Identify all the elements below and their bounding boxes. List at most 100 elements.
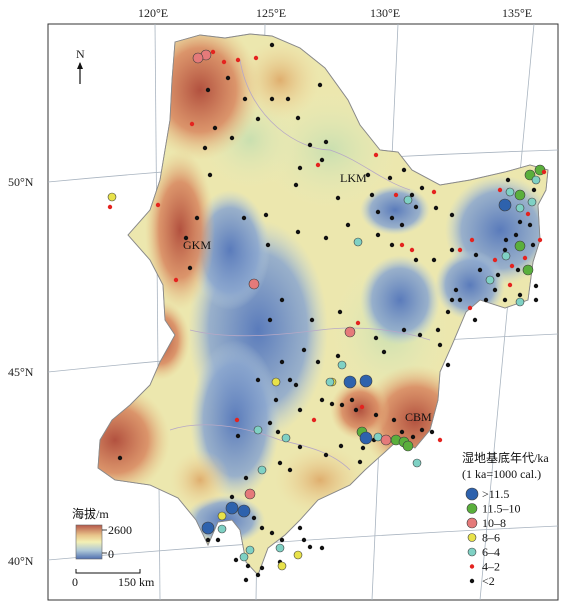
elevation-legend-title: 海拔/m (72, 506, 109, 521)
site-marker (365, 172, 371, 178)
site-marker (265, 242, 271, 248)
site-marker (277, 460, 283, 466)
age-legend-label: 6–4 (482, 545, 500, 559)
site-marker (107, 192, 117, 202)
age-legend-item: <2 (469, 574, 495, 588)
site-marker (277, 561, 287, 571)
site-marker (242, 96, 248, 102)
site-marker (319, 157, 325, 163)
site-marker (225, 75, 231, 81)
site-marker (403, 195, 413, 205)
site-marker (353, 237, 363, 247)
site-marker (263, 212, 269, 218)
age-legend-swatch (469, 578, 475, 584)
site-marker (325, 377, 335, 387)
site-marker (357, 459, 363, 465)
site-marker (202, 145, 208, 151)
site-marker (525, 211, 531, 217)
age-legend-swatch (466, 503, 478, 514)
site-marker (437, 342, 443, 348)
site-marker (323, 139, 329, 145)
site-marker (293, 182, 299, 188)
site-marker (293, 382, 299, 388)
site-marker (323, 235, 329, 241)
site-marker (373, 412, 379, 418)
site-marker (225, 501, 239, 515)
age-legend-item: 6–4 (467, 545, 500, 559)
site-marker (295, 229, 301, 235)
site-marker (373, 335, 379, 341)
site-marker (194, 215, 200, 221)
site-marker (343, 375, 357, 389)
site-marker (514, 189, 526, 201)
site-marker (239, 552, 249, 562)
site-marker (269, 530, 275, 536)
age-legend-item: 10–8 (466, 516, 506, 530)
site-marker (380, 434, 392, 446)
site-marker (297, 525, 303, 531)
site-marker (457, 247, 463, 253)
site-marker (473, 252, 479, 258)
site-marker (433, 205, 439, 211)
site-marker (244, 488, 256, 500)
lon-label-125: 125°E (256, 6, 286, 20)
site-marker (402, 440, 414, 452)
site-marker (467, 305, 473, 311)
site-marker (281, 433, 291, 443)
site-marker (381, 349, 387, 355)
site-marker (399, 429, 405, 435)
site-marker (409, 247, 415, 253)
site-marker (498, 198, 512, 212)
site-marker (155, 202, 161, 208)
site-marker (269, 42, 275, 48)
site-marker (267, 317, 273, 323)
site-marker (537, 237, 543, 243)
wetland-sites (107, 42, 547, 583)
site-marker (279, 359, 285, 365)
site-marker (243, 577, 249, 583)
site-marker (329, 401, 335, 407)
site-marker (413, 257, 419, 263)
site-marker (257, 465, 267, 475)
site-marker (515, 297, 525, 307)
lat-label-45: 45°N (8, 365, 34, 379)
site-marker (449, 247, 455, 253)
site-marker (412, 458, 422, 468)
site-marker (217, 524, 227, 534)
site-marker (437, 437, 443, 443)
site-marker (245, 545, 255, 555)
site-marker (485, 275, 495, 285)
site-marker (517, 292, 523, 298)
elevation-color-ramp (75, 524, 103, 560)
age-legend-item: >11.5 (465, 487, 509, 501)
scale-bar-end: 150 km (118, 575, 155, 589)
site-marker (317, 82, 323, 88)
site-marker (275, 429, 281, 435)
site-marker (515, 267, 521, 273)
site-marker (515, 203, 525, 213)
site-marker (431, 189, 437, 195)
age-legend-swatch (466, 517, 478, 529)
site-marker (349, 397, 355, 403)
site-marker (189, 121, 195, 127)
age-legend-swatch (467, 547, 477, 557)
site-marker (391, 417, 397, 423)
site-marker (353, 407, 359, 413)
site-marker (192, 52, 204, 64)
age-legend-swatch (467, 533, 477, 542)
site-marker (507, 282, 513, 288)
site-marker (267, 420, 273, 426)
site-marker (492, 257, 498, 263)
site-marker (248, 278, 260, 290)
longitude-labels: 120°E 125°E 130°E 135°E (138, 6, 532, 20)
lat-label-50: 50°N (8, 175, 34, 189)
elevation-legend: 海拔/m 2600 0 (72, 506, 132, 561)
site-marker (259, 525, 265, 531)
site-marker (241, 215, 247, 221)
site-marker (337, 309, 343, 315)
lon-label-130: 130°E (370, 6, 400, 20)
site-marker (445, 309, 451, 315)
site-marker (359, 431, 373, 445)
site-marker (339, 402, 345, 408)
site-marker (107, 204, 113, 210)
